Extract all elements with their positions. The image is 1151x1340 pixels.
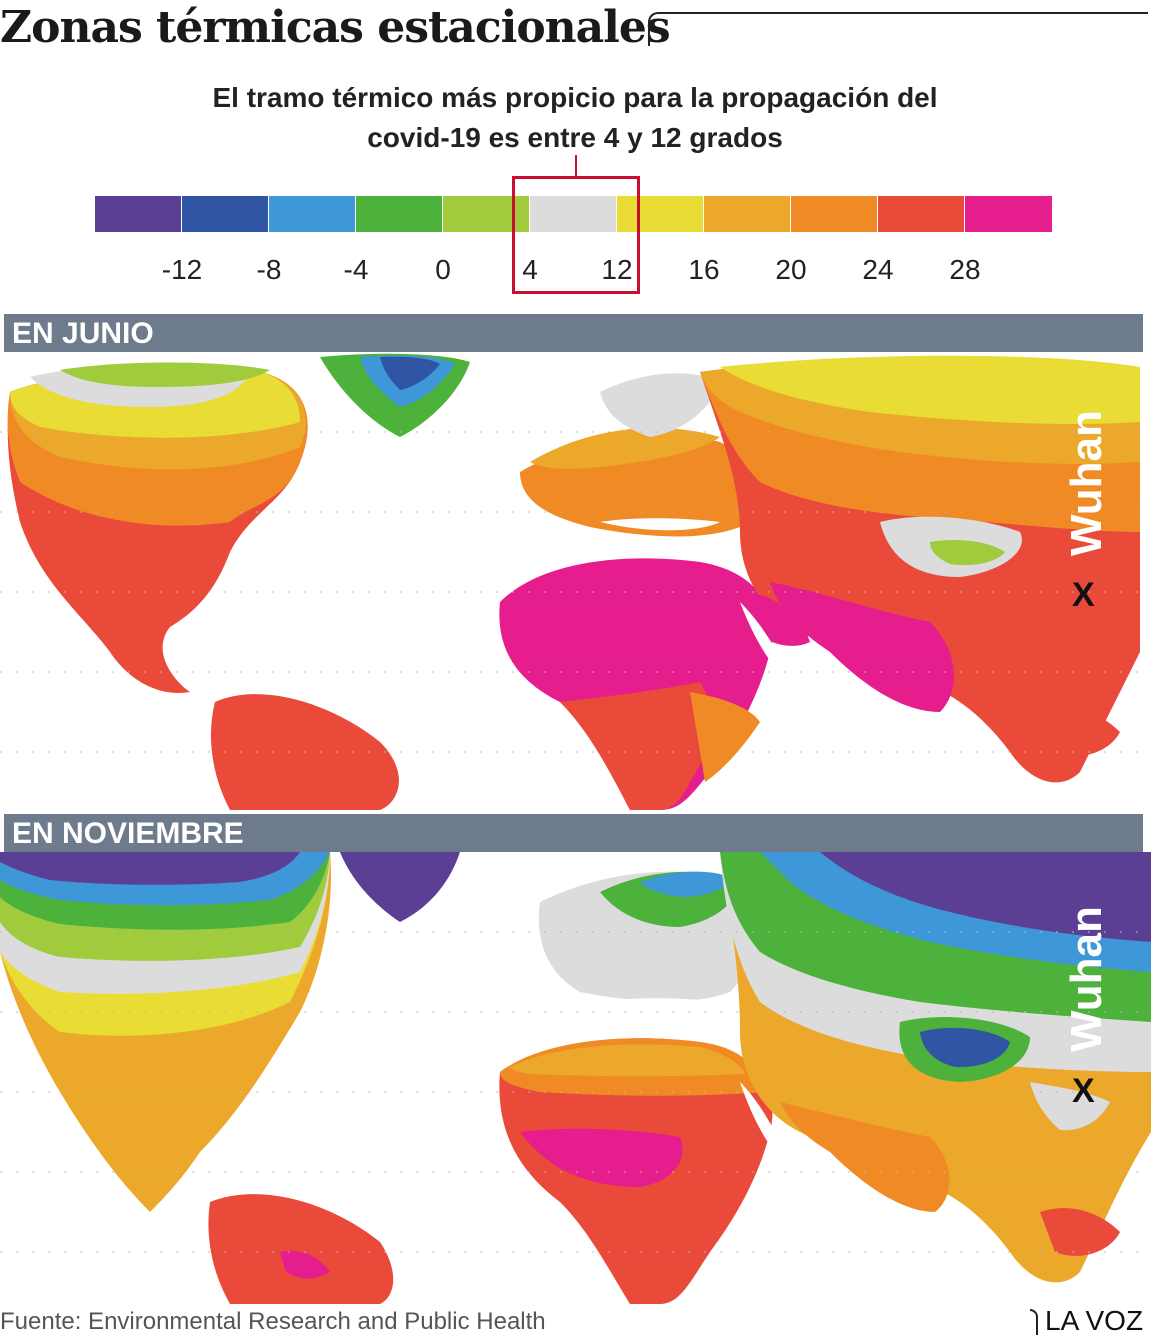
- legend-swatch: [182, 196, 270, 240]
- optimal-range-highlight: [512, 176, 640, 294]
- map-november: [0, 852, 1151, 1304]
- legend-tick-label: -8: [256, 254, 282, 285]
- legend-swatch: [965, 196, 1052, 232]
- legend-tick-label: -12: [161, 254, 203, 285]
- subtitle: El tramo térmico más propicio para la pr…: [100, 78, 1050, 158]
- wuhan-label-june: Wuhan: [1062, 410, 1111, 556]
- wuhan-marker-november: X: [1072, 1072, 1095, 1110]
- legend-swatch: [356, 196, 444, 240]
- legend-swatch: [704, 196, 792, 240]
- legend-swatch: [791, 196, 879, 240]
- page-title: Zonas térmicas estacionales: [0, 2, 671, 53]
- legend-tick-label: 12: [601, 254, 633, 285]
- world-temperature-map-june: [0, 353, 1151, 810]
- subtitle-line-2: covid-19 es entre 4 y 12 grados: [367, 122, 783, 153]
- subtitle-line-1: El tramo térmico más propicio para la pr…: [212, 82, 938, 113]
- wuhan-label-november: Wuhan: [1062, 906, 1111, 1052]
- legend-swatch: [269, 196, 357, 240]
- wuhan-marker-june: X: [1072, 576, 1095, 614]
- brand-logo: LA VOZ: [1045, 1305, 1144, 1336]
- legend-tick-label: -4: [343, 254, 369, 285]
- title-rule: [648, 12, 1148, 46]
- source-credit: Fuente: Environmental Research and Publi…: [0, 1308, 546, 1335]
- highlight-connector: [575, 155, 577, 177]
- legend-tick-label: 20: [775, 254, 807, 285]
- legend-tick-label: 16: [688, 254, 720, 285]
- legend-swatch: [530, 196, 618, 240]
- brand-rule: [1030, 1309, 1038, 1335]
- map-june: [0, 352, 1151, 810]
- world-temperature-map-november: [0, 852, 1151, 1304]
- legend-swatch: [878, 196, 966, 240]
- legend-tick-label: 24: [862, 254, 894, 285]
- legend-tick-label: 0: [435, 254, 451, 285]
- legend-tick-label: 4: [522, 254, 538, 285]
- panel-header-june: EN JUNIO: [4, 314, 1143, 352]
- panel-header-november: EN NOVIEMBRE: [4, 814, 1143, 852]
- legend-swatch: [95, 196, 183, 240]
- legend-tick-label: 28: [949, 254, 981, 285]
- temperature-legend-bar: [95, 196, 1052, 240]
